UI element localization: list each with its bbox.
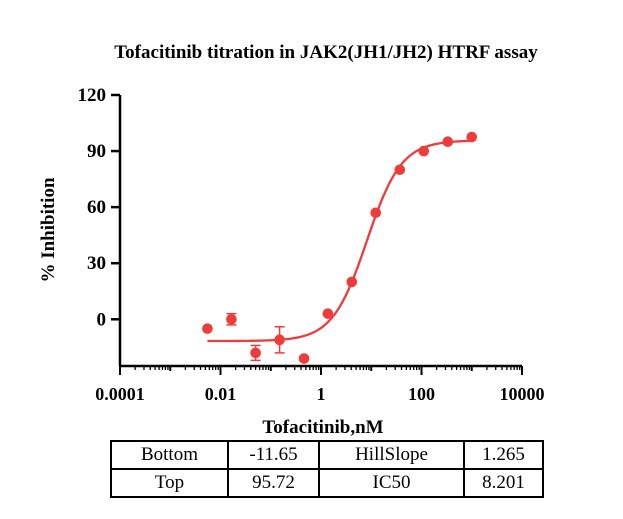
table-cell: 1.265 [463,440,544,470]
x-tick-label: 0.0001 [95,384,145,404]
y-tick-label: 0 [97,309,107,330]
axes: 0 30 60 90 120 0.0001 0.01 1 100 10000 [78,85,545,404]
y-tick-label: 90 [87,141,106,162]
fit-curve [207,139,472,343]
chart-title: Tofacitinib titration in JAK2(JH1/JH2) H… [114,42,538,63]
chart: Tofacitinib titration in JAK2(JH1/JH2) H… [38,42,545,438]
y-tick-label: 120 [78,85,107,106]
table-cell: IC50 [318,468,465,498]
y-tick-label: 60 [87,197,106,218]
x-tick-label: 0.01 [205,384,237,404]
data-point [322,308,334,319]
x-axis-label: Tofacitinib,nM [262,417,383,438]
x-tick-label: 10000 [500,384,545,404]
data-point [370,207,382,219]
table-row: Bottom -11.65 HillSlope 1.265 [110,440,544,470]
table-cell: Top [110,468,229,498]
y-tick-label: 30 [87,253,106,274]
table-cell: Bottom [110,440,229,470]
x-tick-label: 100 [408,384,435,404]
data-point [226,313,237,325]
fit-curve-layer [207,139,472,343]
x-tick-label: 1 [317,384,326,404]
data-point [250,347,261,359]
data-point [466,131,478,143]
table-cell: HillSlope [318,440,465,470]
data-point [346,276,358,288]
data-point [274,334,285,346]
table-cell: -11.65 [227,440,320,470]
data-points-layer [202,131,478,364]
data-point [442,136,454,148]
data-point [298,353,310,364]
table-cell: 8.201 [463,468,544,498]
fit-parameters-table: Bottom -11.65 HillSlope 1.265 Top 95.72 … [110,440,544,498]
data-point [202,323,213,334]
data-point [394,164,406,176]
y-axis-label: % Inhibition [38,177,59,283]
table-row: Top 95.72 IC50 8.201 [110,468,544,498]
table-cell: 95.72 [227,468,320,498]
data-point [418,145,430,157]
